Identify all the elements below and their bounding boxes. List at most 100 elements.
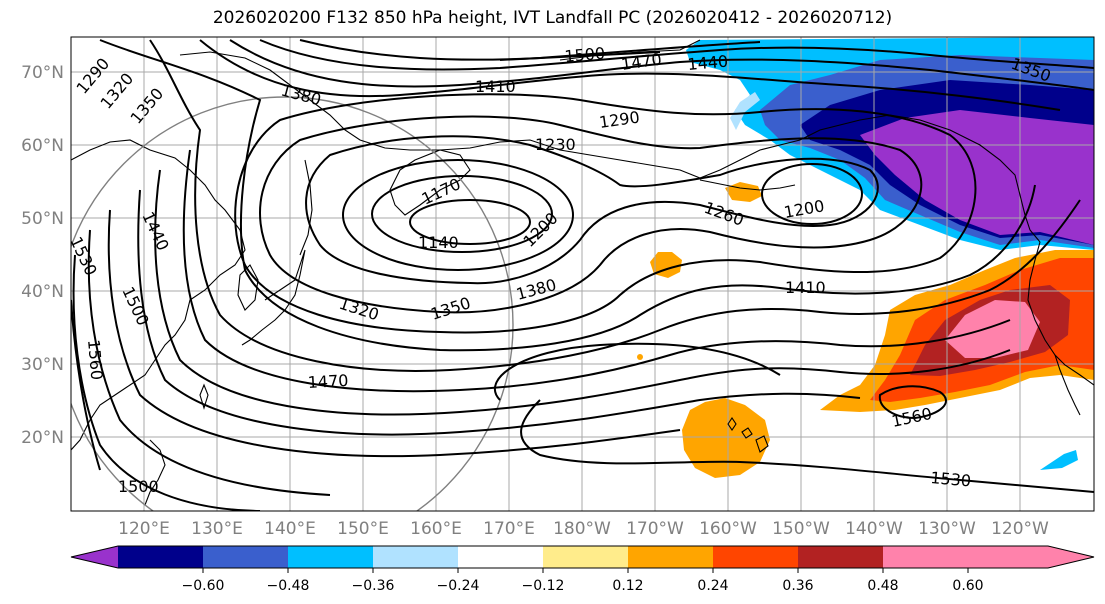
lat-label: 30°N	[21, 355, 64, 375]
longitude-labels: 120°E 130°E 140°E 150°E 160°E 170°E 180°…	[118, 519, 1049, 539]
colorbar-segment	[713, 546, 798, 568]
lat-label: 70°N	[21, 63, 64, 83]
colorbar-segment	[628, 546, 713, 568]
contour-1410b	[154, 169, 1011, 416]
shade-lightblue	[730, 92, 760, 130]
colorbar-segment	[543, 546, 628, 568]
colorbar-tick-label: 0.36	[782, 578, 813, 594]
contour-1410	[229, 39, 1094, 91]
contour-1350	[149, 39, 1081, 372]
lon-label: 180°W	[553, 519, 611, 539]
contour-1380	[199, 39, 1061, 111]
coastlines	[71, 39, 1094, 506]
hawaii	[727, 417, 769, 453]
sakhalin	[299, 159, 313, 256]
colorbar-outline	[70, 545, 1095, 569]
russia-coast	[179, 51, 701, 179]
contour-label: 1230	[535, 135, 576, 154]
lon-label: 170°W	[626, 519, 684, 539]
colorbar-tick-label: 0.12	[612, 578, 643, 594]
kamchatka	[389, 149, 471, 216]
lon-label: 160°E	[410, 519, 462, 539]
korea	[237, 264, 259, 311]
height-contours	[71, 39, 1094, 511]
colorbar-tick-label: −0.12	[522, 578, 565, 594]
map-title: 2026020200 F132 850 hPa height, IVT Land…	[212, 8, 893, 28]
shade-pink	[945, 300, 1040, 358]
contour-label: 1470	[307, 371, 349, 392]
contour-1500b	[499, 51, 661, 61]
contour-label: 1530	[930, 468, 972, 490]
lon-label: 130°W	[918, 519, 976, 539]
baja	[1054, 354, 1081, 416]
contour-1530	[72, 254, 261, 511]
colorbar-tick-label: −0.48	[267, 578, 310, 594]
lon-label: 150°E	[337, 519, 389, 539]
contour-1530b	[520, 399, 1094, 493]
lat-label: 40°N	[21, 282, 64, 302]
contour-1170	[371, 175, 553, 253]
contour-1560c	[493, 342, 781, 401]
colorbar-segment	[458, 546, 543, 568]
asia-coast	[71, 139, 246, 451]
contour-1140	[409, 199, 531, 245]
plot-area: 1290 1320 1350 1380 1410 1440 1470 1500 …	[71, 37, 1094, 511]
reference-circle	[71, 96, 514, 511]
lon-label: 160°W	[699, 519, 757, 539]
contour-1500	[87, 229, 331, 496]
shade-purple	[860, 110, 1094, 245]
japan	[241, 249, 306, 346]
lat-label: 60°N	[21, 136, 64, 156]
colorbar-extend-right	[883, 546, 1094, 568]
aleutians	[699, 179, 796, 191]
lon-label: 140°W	[845, 519, 903, 539]
colorbar-tick-label: 0.48	[867, 578, 898, 594]
lon-label: 120°E	[118, 519, 170, 539]
contour-1260	[259, 115, 923, 314]
colorbar-tick-label: 0.60	[952, 578, 983, 594]
colorbar-tick-label: 0.24	[697, 578, 728, 594]
contour-label: 1140	[418, 233, 459, 252]
colorbar-segment	[373, 546, 458, 568]
lon-label: 130°E	[191, 519, 243, 539]
shade-hawaii-orange	[682, 398, 770, 478]
contour-1380b	[182, 149, 1011, 393]
contour-label: 1560	[84, 339, 106, 381]
philippines	[144, 439, 166, 506]
contour-label: 1410	[785, 278, 826, 297]
contour-1470	[107, 209, 681, 458]
contour-label: 1410	[475, 77, 516, 96]
contour-1320	[99, 39, 1036, 352]
lon-label: 140°E	[264, 519, 316, 539]
colorbar-segment	[118, 546, 203, 568]
lat-label: 50°N	[21, 209, 64, 229]
colorbar-segment	[288, 546, 373, 568]
contour-label: 1500	[564, 44, 606, 66]
lat-label: 20°N	[21, 428, 64, 448]
contour-1230	[305, 135, 879, 285]
contour-label: 1500	[118, 477, 159, 496]
contour-1560b	[878, 385, 947, 420]
colorbar-tick-label: −0.36	[352, 578, 395, 594]
contour-label: 1440	[687, 52, 729, 74]
lon-label: 170°E	[483, 519, 535, 539]
shade-spot-blue	[1040, 450, 1078, 470]
contour-1440	[137, 189, 861, 436]
lon-label: 120°W	[991, 519, 1049, 539]
plot-border	[70, 36, 1095, 512]
colorbar-segment	[798, 546, 883, 568]
contour-1440b	[259, 39, 1094, 71]
shade-spot-orange-3	[637, 354, 643, 360]
colorbar-tick-label: −0.24	[437, 578, 480, 594]
contour-1200-east	[761, 163, 863, 225]
lon-label: 150°W	[772, 519, 830, 539]
colorbar-segment	[203, 546, 288, 568]
na-west-coast	[1027, 241, 1094, 386]
contour-1200-low	[342, 159, 574, 271]
colorbar-tick-label: −0.60	[182, 578, 225, 594]
contour-1290	[234, 93, 977, 334]
colorbar: −0.60 −0.48 −0.36 −0.24 −0.12 0.12 0.24 …	[70, 545, 1095, 594]
contour-1560	[71, 299, 101, 471]
colorbar-ticks	[202, 568, 969, 573]
